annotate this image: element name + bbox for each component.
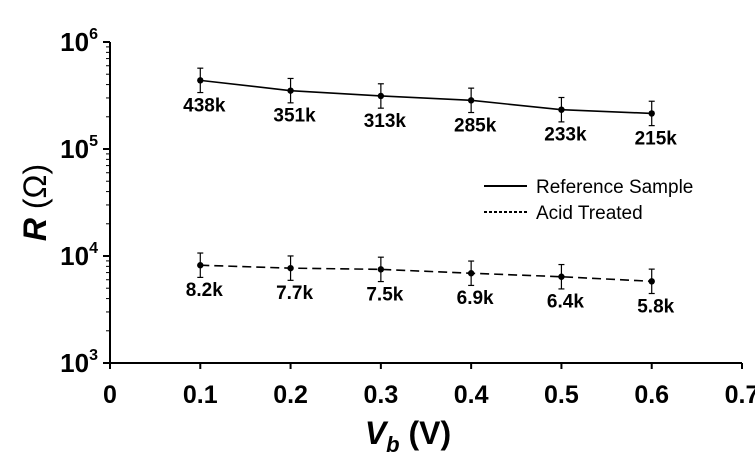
data-label: 7.7k — [276, 283, 313, 304]
y-tick-base: 10 — [60, 134, 89, 164]
y-tick-exponent: 6 — [89, 26, 98, 43]
x-tick-label: 0.7 — [725, 381, 755, 409]
data-label: 285k — [454, 115, 497, 136]
x-axis-symbol: V — [365, 415, 389, 451]
y-tick-label: 105 — [60, 133, 98, 164]
x-tick-label: 0.4 — [454, 381, 489, 409]
axes — [109, 42, 742, 364]
series-layer: 438k 351k 313k 285k 233k 215k 8.2k 7.7k 7.5k 6.9k… — [183, 67, 678, 317]
y-axis-unit: (Ω) — [17, 164, 53, 218]
series-line — [200, 264, 652, 283]
series-acid-treated: 8.2k 7.7k 7.5k 6.9k 6.4k 5.8k — [186, 252, 675, 317]
data-point — [377, 266, 385, 273]
y-tick-label: 106 — [60, 26, 98, 57]
data-point — [377, 92, 385, 100]
x-tick-label: 0.6 — [634, 381, 669, 409]
data-point — [558, 106, 565, 113]
x-axis-unit: (V) — [400, 415, 452, 451]
data-point — [467, 270, 475, 277]
data-point — [648, 278, 655, 285]
data-label: 5.8k — [637, 296, 674, 317]
data-point — [467, 97, 475, 104]
legend: Reference Sample Acid Treated — [484, 177, 693, 224]
x-tick-label: 0.1 — [183, 381, 218, 409]
x-axis-subscript: b — [386, 432, 399, 453]
data-label: 233k — [544, 125, 587, 146]
y-tick-exponent: 3 — [89, 347, 98, 364]
data-label: 8.2k — [186, 280, 223, 301]
x-axis-title: Vb (V) — [365, 415, 451, 453]
data-point — [287, 264, 294, 272]
data-label: 313k — [364, 111, 407, 132]
data-label: 6.4k — [547, 292, 584, 313]
y-tick-base: 10 — [60, 348, 89, 378]
y-tick-label: 104 — [60, 240, 98, 271]
y-tick-exponent: 4 — [89, 240, 98, 257]
y-axis-symbol: R — [17, 218, 53, 241]
data-point — [287, 87, 294, 94]
data-point — [197, 77, 204, 84]
legend-label: Acid Treated — [536, 203, 643, 224]
x-tick-label: 0.5 — [544, 381, 579, 409]
data-label: 6.9k — [457, 288, 494, 309]
data-label: 351k — [273, 106, 316, 127]
y-tick-base: 10 — [60, 241, 89, 271]
data-point — [197, 262, 204, 269]
data-point — [648, 110, 655, 117]
y-tick-label: 103 — [60, 347, 98, 378]
x-tick-label: 0 — [103, 381, 117, 409]
series-line — [200, 79, 652, 115]
data-label: 7.5k — [366, 284, 403, 305]
series-reference-sample: 438k 351k 313k 285k 233k 215k — [183, 67, 678, 149]
data-point — [558, 273, 565, 280]
legend-label: Reference Sample — [536, 177, 693, 198]
data-label: 438k — [183, 95, 226, 116]
y-tick-base: 10 — [60, 27, 89, 57]
data-label: 215k — [635, 128, 678, 149]
y-tick-exponent: 5 — [89, 133, 98, 150]
y-axis-title: R (Ω) — [17, 164, 53, 241]
x-tick-label: 0.3 — [363, 381, 398, 409]
x-tick-label: 0.2 — [273, 381, 308, 409]
x-axis-ticks: 0 0.1 0.2 0.3 0.4 0.5 0.6 0.7 — [103, 363, 755, 409]
